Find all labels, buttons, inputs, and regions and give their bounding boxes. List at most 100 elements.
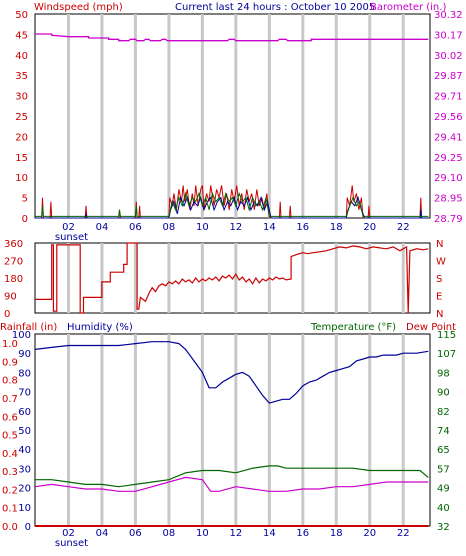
- barometer-tick-label: 29.41: [434, 132, 463, 143]
- windspeed-tick-label: 5: [22, 194, 28, 205]
- rain-humidity-x-tick-label: 04: [96, 528, 109, 539]
- rainfall-tick-label: 0.0: [2, 522, 18, 533]
- rainfall-tick-label: 0.7: [2, 394, 18, 405]
- humidity-tick-label: 20: [18, 484, 31, 495]
- barometer-tick-label: 28.79: [434, 214, 463, 225]
- wind-barometer-x-tick-label: 08: [163, 222, 176, 233]
- wind-barometer-x-tick-label: 22: [397, 222, 410, 233]
- barometer-tick-label: 29.71: [434, 92, 463, 103]
- temperature-tick-label: 82: [437, 407, 450, 418]
- wind-barometer-sunset-label: sunset: [55, 232, 88, 243]
- wind-barometer-x-tick-label: 02: [62, 222, 75, 233]
- rain-humidity-sunset-label: sunset: [55, 538, 88, 549]
- rainfall-tick-label: 0.2: [2, 485, 18, 496]
- direction-compass-tick-label: W: [436, 257, 446, 268]
- humidity-tick-label: 30: [18, 464, 31, 475]
- wind-barometer-x-tick-label: 04: [96, 222, 109, 233]
- temperature-axis-title: Temperature (°F): [310, 322, 396, 333]
- series-wind-speedline: [35, 195, 429, 219]
- rainfall-tick-label: 0.8: [2, 376, 18, 387]
- direction-degree-tick-label: 180: [4, 274, 23, 285]
- humidity-tick-label: 10: [18, 503, 31, 514]
- humidity-tick-label: 40: [18, 445, 31, 456]
- windspeed-axis-title: Windspeed (mph): [34, 2, 123, 13]
- windspeed-tick-label: 25: [15, 112, 28, 123]
- rain-humidity-x-tick-label: 06: [129, 528, 142, 539]
- barometer-tick-label: 29.56: [434, 112, 463, 123]
- barometer-tick-label: 30.02: [434, 51, 463, 62]
- temperature-tick-label: 115: [437, 330, 456, 341]
- direction-compass-tick-label: N: [436, 239, 443, 250]
- series-wind-averageline: [35, 191, 429, 217]
- rainfall-axis-title: Rainfall (in): [0, 322, 57, 333]
- temperature-tick-label: 90: [437, 388, 450, 399]
- rainfall-tick-label: 0.4: [2, 449, 18, 460]
- humidity-tick-label: 80: [18, 368, 31, 379]
- wind-barometer-x-tick-label: 20: [363, 222, 376, 233]
- humidity-tick-label: 50: [18, 426, 31, 437]
- temperature-tick-label: 57: [437, 464, 450, 475]
- wind-barometer-x-tick-label: 12: [229, 222, 242, 233]
- rainfall-tick-label: 1.0: [2, 339, 18, 350]
- rainfall-tick-label: 0.6: [2, 412, 18, 423]
- rain-humidity-x-tick-label: 02: [62, 528, 75, 539]
- direction-degree-tick-label: 360: [4, 239, 23, 250]
- windspeed-tick-label: 15: [15, 153, 28, 164]
- rainfall-tick-label: 0.3: [2, 467, 18, 478]
- direction-degree-tick-label: 90: [4, 292, 17, 303]
- barometer-tick-label: 29.25: [434, 153, 463, 164]
- barometer-tick-label: 30.32: [434, 10, 463, 21]
- rainfall-tick-label: 0.1: [2, 504, 18, 515]
- wind-barometer-x-tick-label: 06: [129, 222, 142, 233]
- wind-barometer-chart: 0 5 10 15 20 25 30 35 40 45 50 28.79 28.95 29.10 29.25…: [15, 10, 462, 243]
- windspeed-tick-label: 50: [15, 10, 28, 21]
- wind-barometer-x-tick-label: 14: [263, 222, 276, 233]
- rainfall-tick-label: 0.9: [2, 357, 18, 368]
- temperature-tick-label: 98: [437, 368, 450, 379]
- barometer-tick-label: 29.87: [434, 71, 463, 82]
- wind-barometer-x-tick-label: 16: [296, 222, 309, 233]
- windspeed-tick-label: 20: [15, 132, 28, 143]
- windspeed-tick-label: 10: [15, 173, 28, 184]
- temperature-tick-label: 49: [437, 484, 450, 495]
- rain-humidity-temperature-chart: 0.0 0.1 0.2 0.3 0.4 0.5 0.6 0.7 0.8 0.9 1.0 0 10 20 30…: [2, 330, 456, 549]
- wind-barometer-x-tick-label: 18: [330, 222, 343, 233]
- direction-compass-tick-label: S: [436, 274, 442, 285]
- rain-humidity-x-tick-label: 12: [229, 528, 242, 539]
- direction-degree-tick-label: 0: [4, 309, 10, 320]
- series-wind-direction-line: [35, 242, 429, 314]
- windspeed-tick-label: 45: [15, 30, 28, 41]
- humidity-tick-label: 100: [12, 330, 31, 341]
- windspeed-tick-label: 0: [22, 214, 28, 225]
- temperature-tick-label: 65: [437, 445, 450, 456]
- barometer-tick-label: 29.10: [434, 173, 463, 184]
- rain-humidity-x-tick-label: 20: [363, 528, 376, 539]
- dewpoint-axis-title: Dew Point: [406, 322, 456, 333]
- series-barometer-in-line: [35, 33, 429, 42]
- series-temperature-f-line: [35, 465, 429, 488]
- rain-humidity-x-tick-label: 08: [163, 528, 176, 539]
- barometer-tick-label: 28.95: [434, 194, 463, 205]
- series-dew-pointline: [34, 476, 429, 492]
- rain-humidity-x-tick-label: 18: [330, 528, 343, 539]
- windspeed-tick-label: 40: [15, 51, 28, 62]
- barometer-tick-label: 30.17: [434, 30, 463, 41]
- direction-compass-tick-label: E: [436, 292, 442, 303]
- rainfall-tick-label: 0.5: [2, 431, 18, 442]
- humidity-axis-title: Humidity (%): [67, 322, 133, 333]
- rain-humidity-x-tick-label: 10: [196, 528, 209, 539]
- chart-title: Current last 24 hours : October 10 2005: [175, 2, 375, 13]
- rain-humidity-x-tick-label: 22: [397, 528, 410, 539]
- rain-humidity-x-tick-label: 16: [296, 528, 309, 539]
- temperature-tick-label: 107: [437, 349, 456, 360]
- windspeed-tick-label: 30: [15, 92, 28, 103]
- humidity-tick-label: 0: [25, 522, 31, 533]
- wind-barometer-x-tick-label: 10: [196, 222, 209, 233]
- humidity-tick-label: 70: [18, 388, 31, 399]
- series-humidity-line: [34, 341, 429, 404]
- direction-degree-tick-label: 270: [4, 257, 23, 268]
- humidity-tick-label: 90: [18, 349, 31, 360]
